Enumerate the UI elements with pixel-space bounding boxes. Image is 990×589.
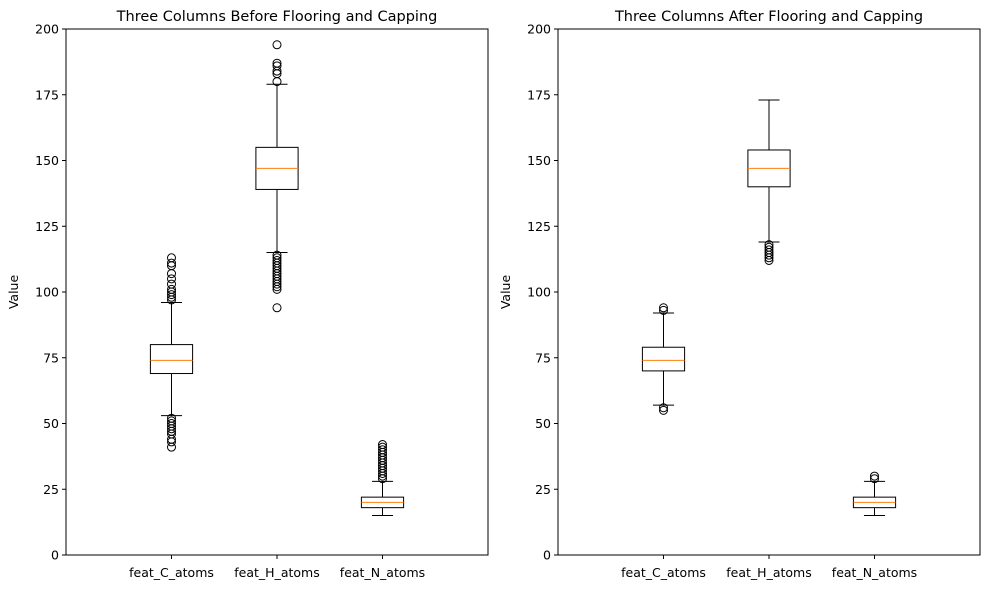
- outlier-point: [167, 419, 176, 428]
- right-chart-panel: Three Columns After Flooring and Capping…: [498, 9, 981, 580]
- x-tick-label: feat_C_atoms: [621, 565, 706, 580]
- y-tick-label: 25: [43, 482, 59, 497]
- y-tick-label: 75: [43, 350, 59, 365]
- outlier-point: [272, 40, 282, 50]
- box-plot-feat_C_atoms: [641, 303, 686, 415]
- box-plot-feat_N_atoms: [852, 471, 897, 517]
- y-tick-label: 150: [35, 153, 59, 168]
- outlier-point: [870, 471, 879, 481]
- outlier-point: [659, 303, 668, 313]
- y-tick-label: 125: [35, 219, 59, 234]
- box-plot-feat_H_atoms: [747, 99, 791, 265]
- box-plot-feat_H_atoms: [255, 40, 299, 313]
- y-tick-label: 75: [535, 350, 551, 365]
- iqr-box: [149, 344, 194, 375]
- y-tick-label: 50: [43, 416, 59, 431]
- outlier-point: [167, 290, 176, 300]
- outlier-point: [378, 440, 387, 450]
- left-chart-panel: Three Columns Before Flooring and Cappin…: [6, 9, 489, 580]
- y-tick-label: 100: [527, 285, 551, 300]
- outlier-point: [659, 403, 668, 413]
- outlier-point: [764, 245, 774, 255]
- outlier-point: [764, 240, 774, 250]
- y-axis-label: Value: [6, 275, 21, 310]
- outlier-point: [272, 255, 282, 265]
- outlier-point: [378, 442, 387, 452]
- plot-frame: [557, 28, 981, 556]
- outlier-point: [167, 284, 176, 294]
- outlier-point: [272, 58, 282, 68]
- y-tick-label: 25: [535, 482, 551, 497]
- y-tick-label: 125: [527, 219, 551, 234]
- x-tick-label: feat_H_atoms: [234, 565, 319, 580]
- x-tick-label: feat_H_atoms: [726, 565, 811, 580]
- box-plot-feat_N_atoms: [360, 440, 405, 517]
- y-tick-label: 175: [35, 87, 59, 102]
- y-tick-label: 200: [527, 22, 551, 37]
- outlier-point: [167, 416, 176, 426]
- outlier-point: [272, 61, 282, 71]
- outlier-point: [272, 250, 282, 260]
- outlier-point: [167, 413, 176, 423]
- box-plot-feat_C_atoms: [149, 253, 194, 452]
- outlier-point: [659, 305, 668, 315]
- y-axis-label: Value: [498, 275, 513, 310]
- outlier-point: [378, 445, 387, 455]
- y-tick-label: 100: [35, 285, 59, 300]
- chart-title: Three Columns Before Flooring and Cappin…: [116, 9, 438, 25]
- x-tick-label: feat_C_atoms: [129, 565, 214, 580]
- outlier-point: [272, 303, 282, 313]
- y-tick-label: 150: [527, 153, 551, 168]
- outlier-point: [764, 242, 774, 252]
- outlier-point: [167, 258, 176, 268]
- y-tick-label: 0: [51, 548, 59, 563]
- outlier-point: [659, 405, 668, 415]
- outlier-point: [167, 279, 176, 289]
- outlier-point: [167, 269, 176, 279]
- x-tick-label: feat_N_atoms: [832, 565, 917, 580]
- outlier-point: [167, 274, 176, 284]
- y-tick-label: 0: [543, 548, 551, 563]
- y-tick-label: 200: [35, 22, 59, 37]
- chart-title: Three Columns After Flooring and Capping: [614, 9, 923, 25]
- iqr-box: [641, 346, 686, 372]
- outlier-point: [870, 474, 879, 484]
- y-tick-label: 175: [527, 87, 551, 102]
- y-tick-label: 50: [535, 416, 551, 431]
- outlier-point: [167, 253, 176, 263]
- outlier-point: [272, 253, 282, 263]
- x-tick-label: feat_N_atoms: [340, 565, 425, 580]
- plot-frame: [65, 28, 489, 556]
